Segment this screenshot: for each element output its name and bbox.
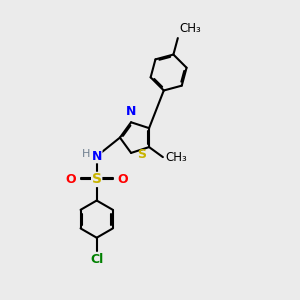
Text: O: O: [65, 173, 76, 186]
Text: S: S: [137, 148, 146, 161]
Text: O: O: [118, 173, 128, 186]
Text: CH₃: CH₃: [179, 22, 201, 35]
Text: CH₃: CH₃: [165, 151, 187, 164]
Text: N: N: [126, 105, 136, 118]
Text: S: S: [92, 172, 102, 186]
Text: Cl: Cl: [90, 253, 103, 266]
Text: N: N: [92, 150, 102, 163]
Text: H: H: [82, 149, 90, 159]
